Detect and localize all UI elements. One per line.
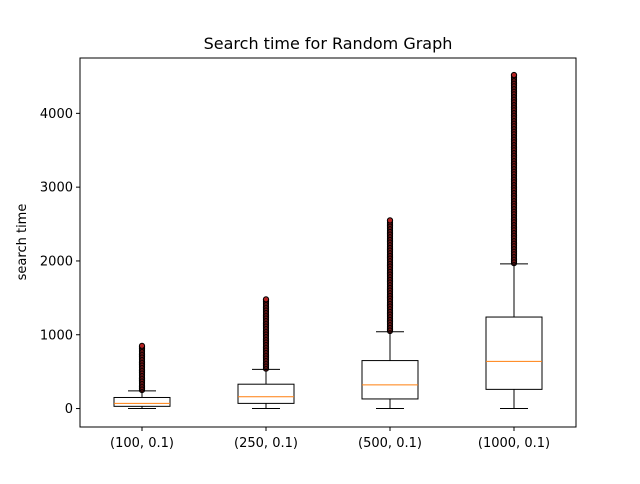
box-iqr	[361, 360, 419, 400]
y-axis-label: search time	[15, 204, 30, 281]
outlier-point-max	[386, 217, 394, 224]
axes-frame	[79, 57, 577, 428]
x-tick-label: (500, 0.1)	[358, 436, 422, 451]
plot-area: 0 1000 2000 3000 4000 (100, 0.1) (250, 0.1) (50…	[40, 71, 550, 451]
outlier-point-max	[262, 296, 270, 303]
y-tick-label: 1000	[40, 328, 73, 343]
y-tick-label: 2000	[40, 254, 73, 269]
x-tick-label: (1000, 0.1)	[478, 436, 550, 451]
x-tick-label: (250, 0.1)	[234, 436, 298, 451]
outlier-point-max	[510, 71, 518, 79]
outlier-point-max	[138, 342, 146, 349]
y-tick-label: 3000	[40, 181, 73, 196]
y-tick-label: 0	[65, 402, 73, 417]
y-tick-label: 4000	[40, 107, 73, 122]
box-iqr	[485, 316, 543, 390]
chart-title: Search time for Random Graph	[204, 34, 453, 53]
x-tick-label: (100, 0.1)	[110, 436, 174, 451]
box-iqr	[113, 396, 171, 407]
box-iqr	[237, 383, 295, 404]
